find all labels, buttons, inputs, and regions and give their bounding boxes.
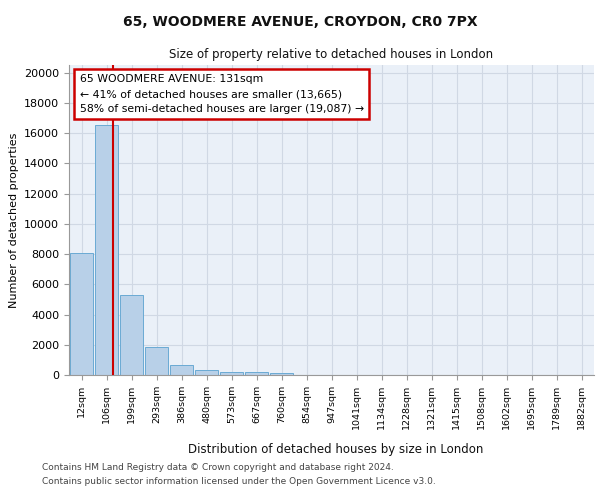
Text: Distribution of detached houses by size in London: Distribution of detached houses by size … (188, 442, 484, 456)
Bar (269, 372, 293, 375)
Bar (245, 372, 268, 375)
Bar (145, 347, 169, 375)
Text: Contains public sector information licensed under the Open Government Licence v3: Contains public sector information licen… (42, 477, 436, 486)
Text: Contains HM Land Registry data © Crown copyright and database right 2024.: Contains HM Land Registry data © Crown c… (42, 464, 394, 472)
Bar (119, 295, 143, 375)
Bar (194, 370, 218, 375)
Text: 65 WOODMERE AVENUE: 131sqm
← 41% of detached houses are smaller (13,665)
58% of : 65 WOODMERE AVENUE: 131sqm ← 41% of deta… (79, 74, 364, 114)
Title: Size of property relative to detached houses in London: Size of property relative to detached ho… (169, 48, 494, 61)
Y-axis label: Number of detached properties: Number of detached properties (8, 132, 19, 308)
Bar (70, 254, 94, 375)
Text: 65, WOODMERE AVENUE, CROYDON, CR0 7PX: 65, WOODMERE AVENUE, CROYDON, CR0 7PX (122, 15, 478, 29)
Bar (170, 365, 193, 375)
Bar (95, 126, 118, 375)
Bar (220, 372, 244, 375)
